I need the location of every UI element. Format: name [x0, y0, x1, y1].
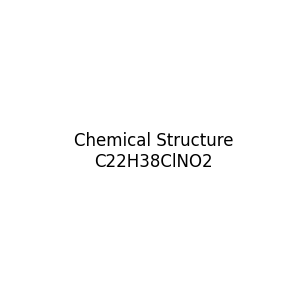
Text: Chemical Structure
C22H38ClNO2: Chemical Structure C22H38ClNO2 — [74, 132, 233, 171]
